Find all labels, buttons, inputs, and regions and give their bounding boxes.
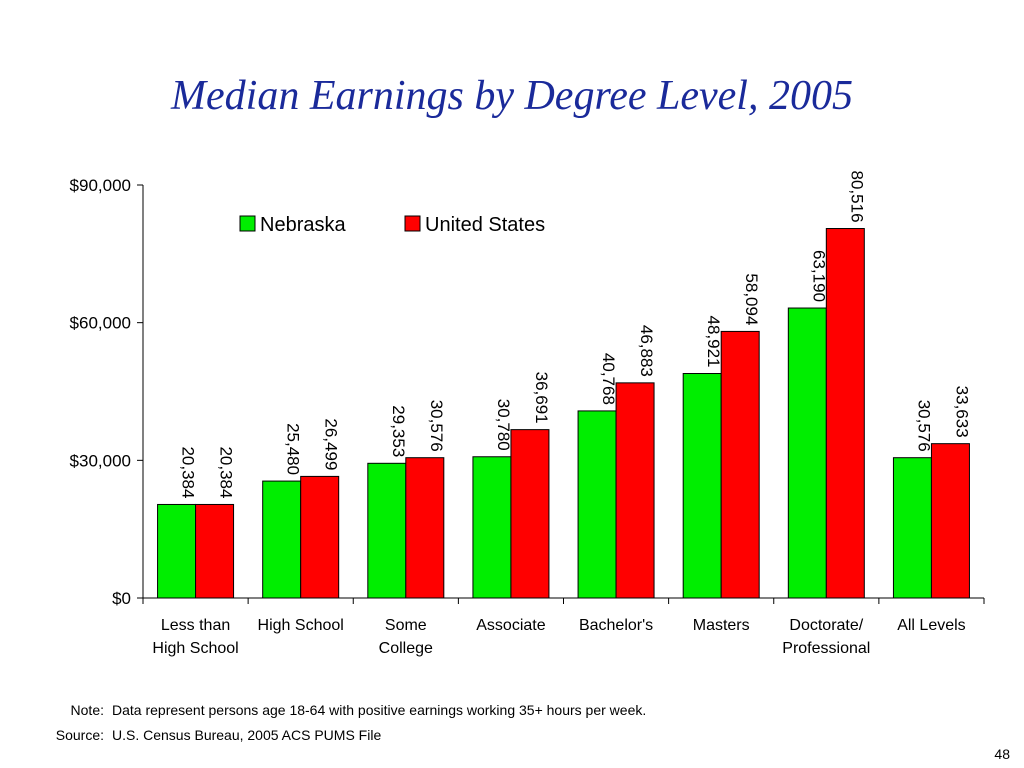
y-tick-label: $60,000	[70, 314, 131, 333]
data-label: 63,190	[809, 250, 828, 302]
bar-nebraska	[682, 373, 722, 599]
bar-nebraska	[472, 456, 512, 599]
x-category-label: Less than	[161, 617, 230, 634]
x-category-label: High School	[258, 617, 344, 634]
y-tick-label: $90,000	[70, 176, 131, 195]
bar-nebraska	[262, 480, 302, 599]
legend-swatch	[239, 215, 256, 232]
x-category-label: Doctorate/	[789, 617, 863, 634]
bar-chart: $0 $30,000 $60,000 $90,000 20,384 20,384 Less …	[70, 171, 985, 657]
note-line: Note: Data represent persons age 18-64 wi…	[34, 702, 647, 718]
x-category-label: High School	[152, 640, 238, 657]
data-label: 30,576	[427, 400, 446, 452]
source-label: Source:	[55, 727, 104, 743]
page-number: 48	[994, 746, 1010, 762]
bar-nebraska	[787, 307, 827, 599]
note-label: Note:	[70, 702, 104, 718]
legend-label: United States	[425, 214, 545, 236]
legend-swatch	[404, 215, 421, 232]
data-label: 48,921	[704, 316, 723, 368]
data-label: 20,384	[217, 446, 236, 498]
data-label: 30,576	[914, 400, 933, 452]
data-label: 58,094	[742, 273, 761, 325]
data-label: 30,780	[494, 399, 513, 451]
bar-nebraska	[892, 457, 932, 599]
source-line: Source: U.S. Census Bureau, 2005 ACS PUMS…	[34, 727, 381, 743]
x-category-label: Some	[385, 617, 427, 634]
x-category-label: Associate	[476, 617, 545, 634]
legend-label: Nebraska	[260, 214, 346, 236]
x-category-label: Professional	[782, 640, 870, 657]
bar-nebraska	[577, 410, 617, 599]
bar-united-states	[615, 382, 655, 599]
data-label: 33,633	[952, 386, 971, 438]
bar-united-states	[195, 503, 235, 599]
source-text: U.S. Census Bureau, 2005 ACS PUMS File	[112, 727, 382, 743]
data-label: 26,499	[322, 418, 341, 470]
x-category-label: All Levels	[897, 617, 965, 634]
x-category-label: Bachelor's	[579, 617, 653, 634]
data-label: 80,516	[847, 171, 866, 223]
data-label: 46,883	[637, 325, 656, 377]
bar-united-states	[825, 228, 865, 599]
bar-united-states	[930, 443, 970, 599]
bar-united-states	[405, 457, 445, 599]
data-label: 36,691	[532, 372, 551, 424]
data-label: 40,768	[599, 353, 618, 405]
bar-united-states	[300, 475, 340, 599]
y-tick-label: $0	[112, 589, 131, 608]
bar-nebraska	[157, 503, 197, 599]
bar-united-states	[720, 330, 760, 599]
data-label: 25,480	[284, 423, 303, 475]
bar-united-states	[510, 429, 550, 599]
data-label: 29,353	[389, 405, 408, 457]
note-text: Data represent persons age 18-64 with po…	[112, 702, 647, 718]
slide-title: Median Earnings by Degree Level, 2005	[171, 73, 853, 119]
y-tick-label: $30,000	[70, 451, 131, 470]
x-category-label: Masters	[693, 617, 750, 634]
bar-nebraska	[367, 462, 407, 599]
x-category-label: College	[379, 640, 433, 657]
data-label: 20,384	[179, 446, 198, 498]
